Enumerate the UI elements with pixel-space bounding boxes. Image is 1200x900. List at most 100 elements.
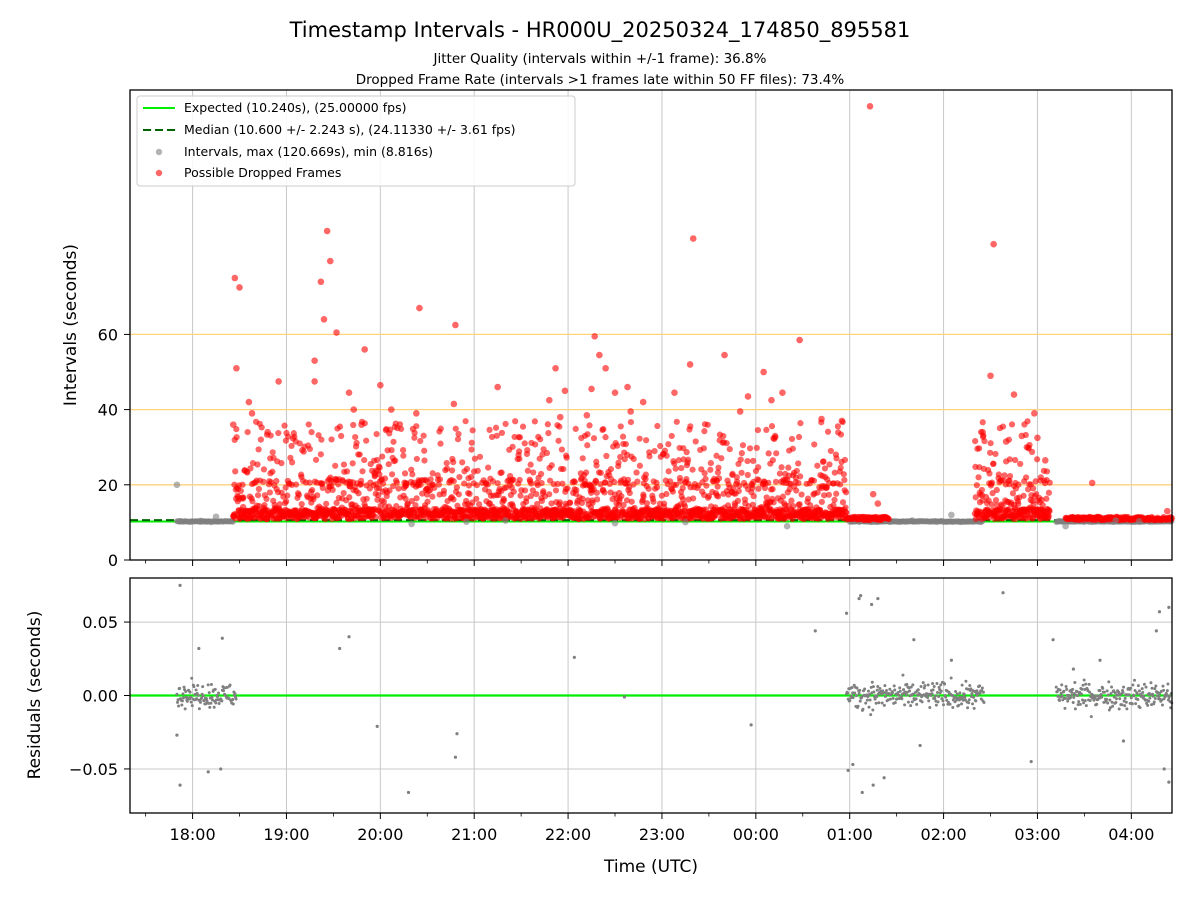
dropped-frame-point	[795, 479, 802, 487]
residual-point	[375, 724, 379, 728]
dropped-frame-point	[627, 408, 634, 415]
dropped-frame-point	[352, 434, 359, 441]
residual-point	[217, 691, 221, 695]
dropped-frame-point	[411, 429, 418, 436]
dropped-frame-point	[466, 490, 473, 498]
dropped-frame-point	[795, 460, 802, 467]
dropped-frame-point	[640, 493, 647, 500]
dropped-frame-point	[619, 433, 627, 440]
residual-point	[1079, 692, 1083, 696]
residual-point	[207, 701, 211, 705]
dropped-frame-point	[732, 502, 739, 509]
dropped-frame-point	[738, 469, 745, 476]
residual-point	[183, 707, 187, 711]
dropped-frame-point	[596, 351, 603, 359]
residual-point	[967, 701, 971, 705]
dropped-frame-point	[651, 447, 658, 455]
residual-point	[963, 695, 967, 699]
residual-point	[1071, 701, 1075, 705]
dropped-frame-point	[814, 489, 821, 496]
dropped-frame-point	[292, 481, 300, 488]
interval-point	[502, 517, 509, 524]
dropped-frame-point	[231, 274, 239, 282]
dropped-frame-point	[358, 421, 365, 428]
dropped-frame-point	[687, 423, 694, 430]
residual-point	[1149, 681, 1153, 685]
residual-point	[893, 688, 897, 692]
dropped-frame-point	[1030, 485, 1037, 492]
dropped-frame-point	[790, 503, 797, 510]
residual-point	[1152, 700, 1156, 704]
x-tick-label: 21:00	[451, 825, 497, 844]
residual-point	[175, 700, 179, 704]
dropped-frame-point	[255, 485, 262, 493]
dropped-frame-point	[643, 437, 650, 444]
residual-point	[1114, 697, 1118, 701]
residual-point	[943, 682, 947, 686]
top-y-tick-label: 0	[108, 551, 118, 570]
dropped-frame-point	[429, 493, 436, 500]
residual-point	[1063, 706, 1067, 710]
residual-point	[893, 701, 897, 705]
residual-point	[930, 692, 934, 696]
residual-point	[966, 687, 970, 691]
dropped-frame-point	[1043, 468, 1051, 475]
dropped-frame-point	[586, 422, 593, 429]
residual-point	[939, 683, 943, 687]
dropped-frame-point	[677, 478, 684, 485]
dropped-frame-point	[450, 459, 457, 466]
residual-point	[813, 629, 817, 633]
dropped-frame-point	[593, 462, 600, 469]
residual-point	[869, 713, 873, 717]
dropped-frame-point	[634, 478, 641, 485]
residual-point	[1112, 689, 1116, 693]
dropped-frame-point	[779, 389, 786, 396]
dropped-frame-point	[843, 509, 850, 516]
bot-y-tick-label: 0.05	[82, 613, 118, 632]
residual-point	[922, 686, 926, 690]
dropped-frame-point	[468, 446, 475, 453]
dropped-frame-point	[673, 418, 680, 425]
dropped-frame-point	[703, 482, 710, 489]
residual-point	[1111, 704, 1115, 708]
x-tick-label: 00:00	[733, 825, 779, 844]
dropped-frame-point	[770, 499, 777, 506]
bottom-y-axis-ticks: −0.05 0.00 0.05	[69, 613, 130, 779]
dropped-frame-point	[686, 361, 694, 368]
dropped-frame-point	[431, 484, 438, 491]
dropped-frame-point	[671, 389, 678, 396]
residual-point	[1141, 691, 1145, 695]
residual-point	[868, 698, 872, 702]
dropped-frame-point	[516, 455, 523, 462]
residual-point	[1110, 685, 1114, 689]
dropped-frame-point	[590, 435, 598, 442]
residual-point	[1078, 702, 1082, 706]
dropped-frame-point	[814, 462, 821, 469]
dropped-frame-point	[239, 481, 246, 488]
residual-point	[1142, 694, 1146, 698]
dropped-frame-point	[489, 478, 497, 485]
residual-point	[1127, 693, 1131, 697]
dropped-frame-point	[269, 468, 276, 475]
dropped-frame-point	[416, 304, 423, 312]
dropped-frame-point	[796, 501, 803, 508]
residual-point	[857, 691, 861, 695]
bottom-x-axis-ticks: 18:00 19:00 20:00 21:00 22:00 23:00 00:00 01:00…	[145, 813, 1154, 844]
dropped-frame-point	[424, 498, 431, 505]
dropped-frame-point	[509, 443, 516, 450]
interval-point	[197, 517, 204, 525]
residual-point	[1076, 694, 1080, 698]
dropped-frame-point	[338, 432, 345, 440]
residual-point	[975, 689, 979, 693]
x-axis-label: Time (UTC)	[603, 857, 698, 877]
dropped-frame-point	[611, 389, 619, 396]
dropped-frame-point	[556, 423, 563, 430]
dropped-frame-point	[1024, 486, 1032, 493]
dropped-frame-point	[679, 485, 686, 492]
residual-point	[196, 693, 200, 697]
dropped-frame-point	[713, 452, 720, 459]
top-y-axis-label: Intervals (seconds)	[61, 244, 81, 406]
residual-point	[861, 707, 865, 711]
dropped-frame-point	[298, 500, 305, 508]
residual-point	[1073, 707, 1077, 711]
